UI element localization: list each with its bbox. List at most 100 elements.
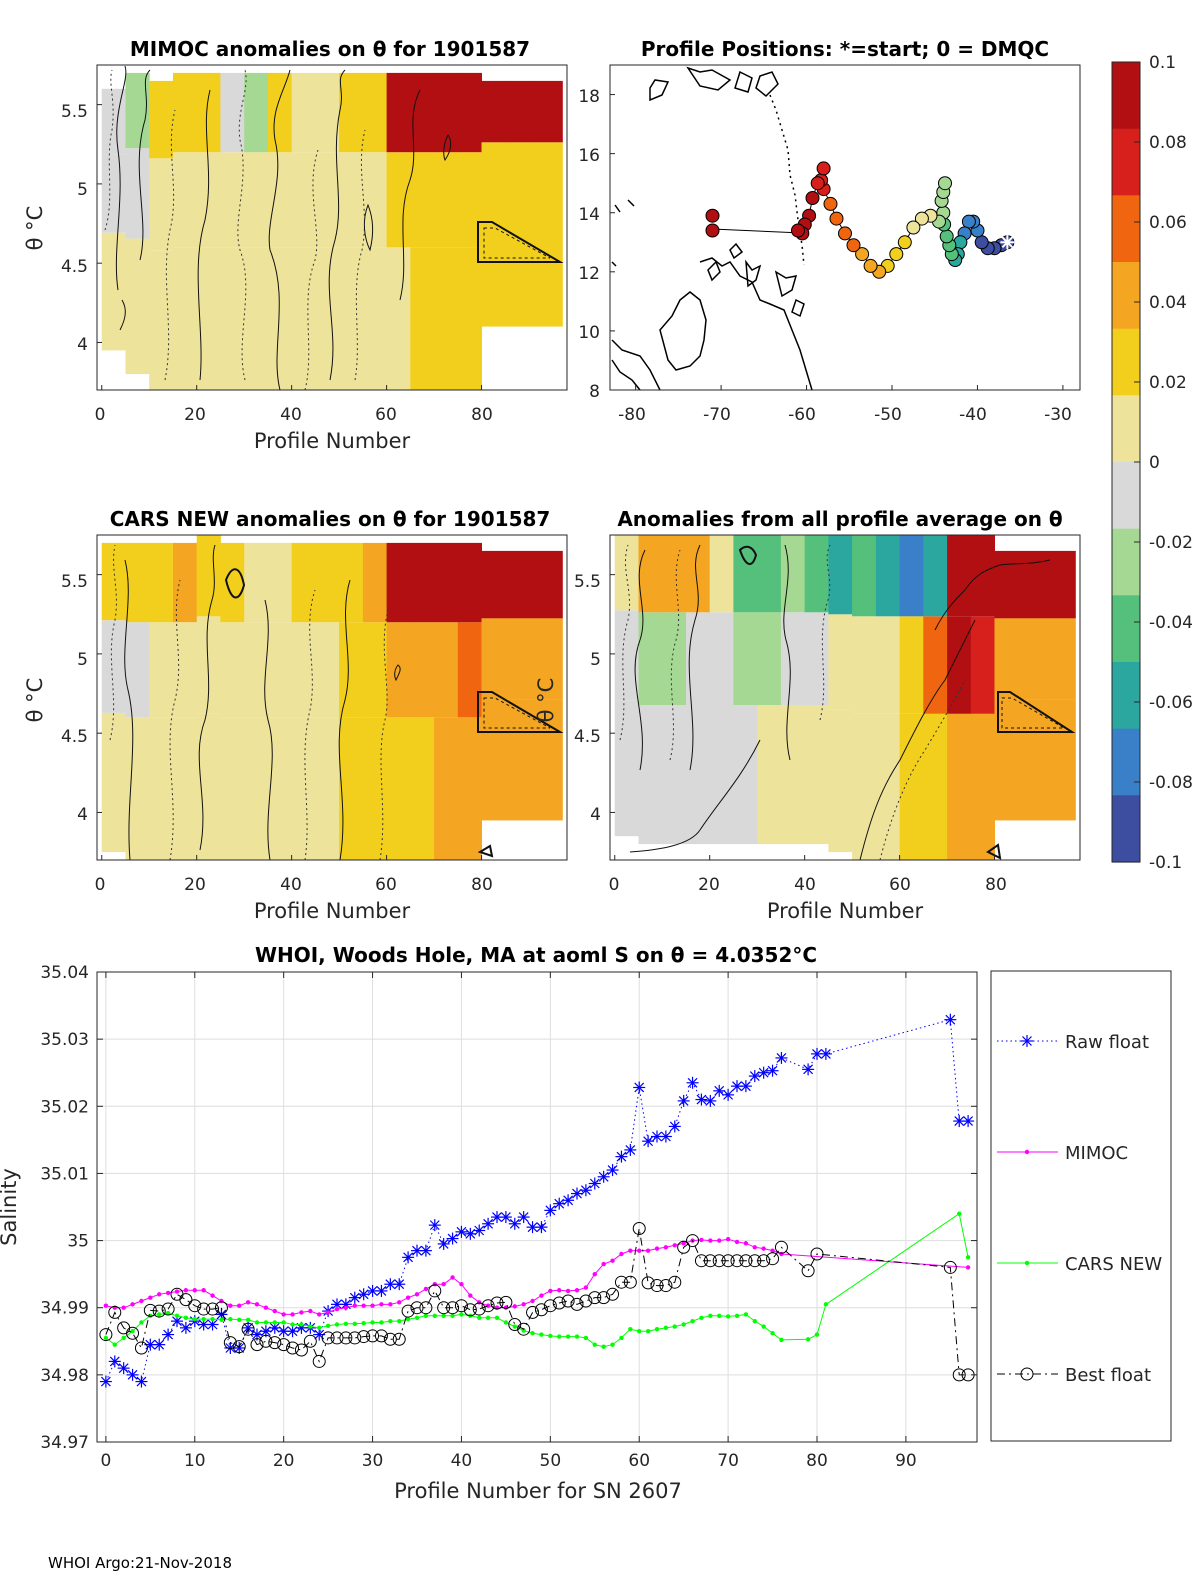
heatmap-cell-low bbox=[780, 705, 806, 845]
average-ylabel: θ °C bbox=[534, 678, 558, 723]
salinity-xtick: 70 bbox=[717, 1451, 739, 1471]
mimoc-ytick: 5 bbox=[77, 180, 88, 200]
data-point bbox=[388, 1302, 393, 1307]
heatmap-cell-high bbox=[852, 535, 877, 617]
data-point bbox=[694, 1254, 708, 1268]
asterisk-stroke bbox=[803, 1064, 814, 1075]
data-point bbox=[690, 1318, 695, 1324]
asterisk-stroke bbox=[563, 1195, 574, 1206]
data-point bbox=[521, 1328, 526, 1333]
data-point bbox=[277, 1338, 291, 1352]
cars-ytick: 5 bbox=[77, 650, 88, 670]
salinity-xtick-labels: 0 10 20 30 40 50 60 70 80 90 bbox=[100, 1451, 916, 1471]
data-point bbox=[757, 1254, 771, 1268]
profile-position-marker bbox=[805, 191, 820, 205]
heatmap-cell-low bbox=[899, 713, 924, 861]
heatmap-cell-mid bbox=[244, 152, 269, 248]
data-point bbox=[663, 1245, 669, 1250]
data-point bbox=[535, 1221, 548, 1234]
data-point bbox=[663, 1325, 669, 1331]
data-point bbox=[201, 1288, 206, 1293]
cars-xlabel: Profile Number bbox=[254, 899, 411, 923]
asterisk-stroke bbox=[945, 1014, 956, 1025]
data-point bbox=[281, 1320, 286, 1325]
profile-position-marker bbox=[705, 223, 720, 238]
data-point bbox=[739, 1254, 753, 1268]
salinity-ytick: 35.02 bbox=[40, 1097, 89, 1117]
profile-position-marker bbox=[846, 238, 861, 253]
data-point bbox=[615, 1150, 628, 1163]
data-point bbox=[774, 1240, 788, 1254]
data-point bbox=[654, 1246, 660, 1251]
average-ytick: 5 bbox=[590, 650, 601, 670]
heatmap-cell-mid bbox=[386, 622, 411, 718]
heatmap-cell-mid bbox=[101, 154, 126, 233]
heatmap-cell-mid bbox=[267, 622, 293, 718]
data-point bbox=[139, 1320, 144, 1325]
data-point bbox=[810, 1247, 824, 1261]
data-point bbox=[686, 1076, 699, 1089]
heatmap-cell-low bbox=[510, 699, 535, 821]
data-point bbox=[379, 1320, 384, 1325]
heatmap-cell-high bbox=[457, 542, 482, 623]
average-ytick: 4.5 bbox=[574, 727, 601, 747]
data-point bbox=[103, 1303, 109, 1308]
salinity-ylabel: Salinity bbox=[0, 1168, 21, 1246]
data-point bbox=[748, 1070, 761, 1083]
heatmap-cell-high bbox=[923, 535, 948, 617]
colorbar-tick-label: -0.06 bbox=[1149, 693, 1193, 713]
asterisk-stroke bbox=[580, 1185, 591, 1196]
data-point bbox=[952, 1368, 966, 1382]
colorbar-swatch bbox=[1112, 662, 1140, 730]
data-point bbox=[272, 1308, 277, 1314]
mimoc-ytick: 5.5 bbox=[61, 102, 88, 122]
data-point bbox=[139, 1298, 144, 1304]
data-point bbox=[632, 1221, 646, 1235]
heatmap-cell-low bbox=[457, 247, 482, 390]
asterisk-stroke bbox=[545, 1205, 556, 1216]
positions-axes-box bbox=[609, 64, 1081, 391]
data-point bbox=[334, 1322, 340, 1327]
heatmap-cell-mid bbox=[947, 616, 972, 714]
heatmap-cell-mid bbox=[339, 152, 364, 248]
heatmap-cell-mid bbox=[101, 620, 126, 713]
heatmap-cell-low bbox=[362, 247, 388, 390]
heatmap-cell-mid bbox=[709, 612, 734, 705]
data-point bbox=[779, 1251, 784, 1257]
data-point bbox=[308, 1324, 313, 1329]
data-point bbox=[606, 1164, 619, 1177]
colorbar-tick-label: 0.04 bbox=[1149, 293, 1187, 313]
asterisk-stroke bbox=[172, 1316, 182, 1327]
colorbar-swatch bbox=[1112, 62, 1140, 130]
salinity-ytick: 34.99 bbox=[40, 1299, 89, 1319]
data-point bbox=[148, 1295, 153, 1300]
heatmap-cell-high bbox=[662, 535, 687, 613]
cars-panel: CARS NEW anomalies on θ for 1901587 0 20… bbox=[23, 507, 568, 923]
legend-label-mimoc: MIMOC bbox=[1065, 1143, 1128, 1164]
positions-ytick: 14 bbox=[578, 205, 600, 225]
footer-text: WHOI Argo:21-Nov-2018 bbox=[48, 1554, 232, 1572]
heatmap-cell-low bbox=[481, 216, 511, 327]
asterisk-stroke bbox=[643, 1136, 654, 1147]
heatmap-cell-low bbox=[662, 705, 687, 845]
data-point bbox=[165, 1290, 171, 1296]
salinity-xtick: 90 bbox=[895, 1451, 917, 1471]
heatmap-cell-mid bbox=[386, 152, 411, 248]
heatmap-cell-high bbox=[899, 535, 924, 617]
heatmap-cell-low bbox=[434, 717, 459, 860]
data-point bbox=[805, 1337, 811, 1342]
data-point bbox=[174, 1289, 180, 1294]
data-point bbox=[99, 1328, 113, 1342]
heatmap-cell-mid bbox=[510, 618, 535, 700]
series-line bbox=[105, 1238, 969, 1315]
colorbar-tick-label: -0.02 bbox=[1149, 533, 1193, 553]
data-point bbox=[325, 1323, 331, 1329]
data-point bbox=[162, 1328, 175, 1341]
heatmap-cell-low bbox=[638, 705, 663, 845]
heatmap-cell-low bbox=[244, 247, 269, 390]
asterisk-stroke bbox=[660, 1131, 671, 1142]
data-point bbox=[161, 1302, 175, 1316]
asterisk-stroke bbox=[154, 1339, 165, 1350]
data-point bbox=[459, 1282, 464, 1287]
asterisk-stroke bbox=[776, 1053, 787, 1063]
